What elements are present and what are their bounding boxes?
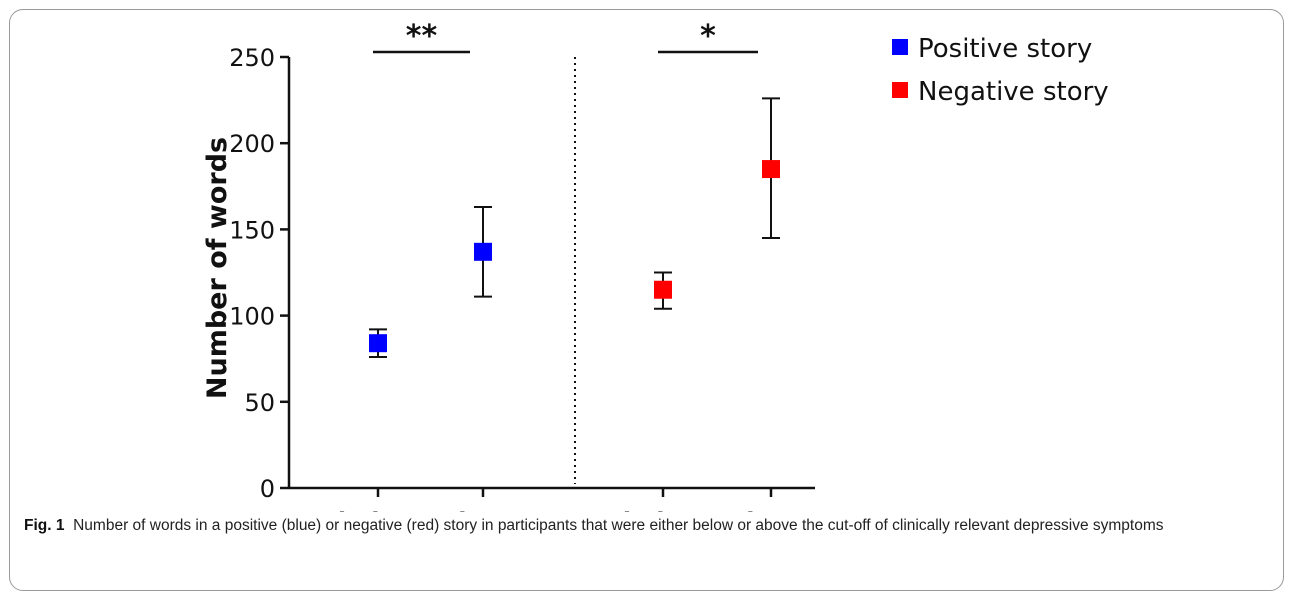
x-tick-label: below xyxy=(623,508,703,512)
legend-label: Positive story xyxy=(918,34,1092,64)
significance-label: ** xyxy=(406,19,438,54)
legend: Positive story Negative story xyxy=(892,34,1109,107)
figure-frame xyxy=(9,9,1284,591)
x-tick-label: above xyxy=(442,508,524,512)
mean-marker xyxy=(474,242,492,261)
y-axis: 0 50 100 150 200 250 xyxy=(229,44,815,503)
data-point xyxy=(762,97,780,240)
y-tick-label: 150 xyxy=(229,216,275,244)
caption-label: Fig. 1 xyxy=(24,517,65,534)
y-tick-label: 100 xyxy=(229,303,275,331)
mean-marker xyxy=(762,160,780,179)
x-tick-label: above xyxy=(730,508,812,512)
mean-marker xyxy=(369,334,387,353)
y-tick-label: 50 xyxy=(244,389,275,417)
significance-label: * xyxy=(700,19,716,54)
caption-text: Number of words in a positive (blue) or … xyxy=(73,517,1164,534)
legend-swatch xyxy=(892,82,908,98)
y-tick-label: 0 xyxy=(260,475,275,503)
data-point xyxy=(474,205,492,298)
significance-markers: ** * xyxy=(373,19,758,54)
data-point xyxy=(654,271,672,310)
data-point xyxy=(369,328,387,358)
y-axis-title: Number of words xyxy=(202,137,233,399)
y-tick-label: 200 xyxy=(229,130,275,158)
legend-label: Negative story xyxy=(918,77,1109,107)
figure-caption: Fig. 1 Number of words in a positive (bl… xyxy=(24,514,1274,538)
data-points xyxy=(369,97,780,358)
legend-swatch xyxy=(892,39,908,55)
x-axis-labels: below above below above xyxy=(338,508,812,512)
x-tick-label: below xyxy=(338,508,418,512)
mean-marker xyxy=(654,280,672,299)
y-tick-label: 250 xyxy=(229,44,275,72)
